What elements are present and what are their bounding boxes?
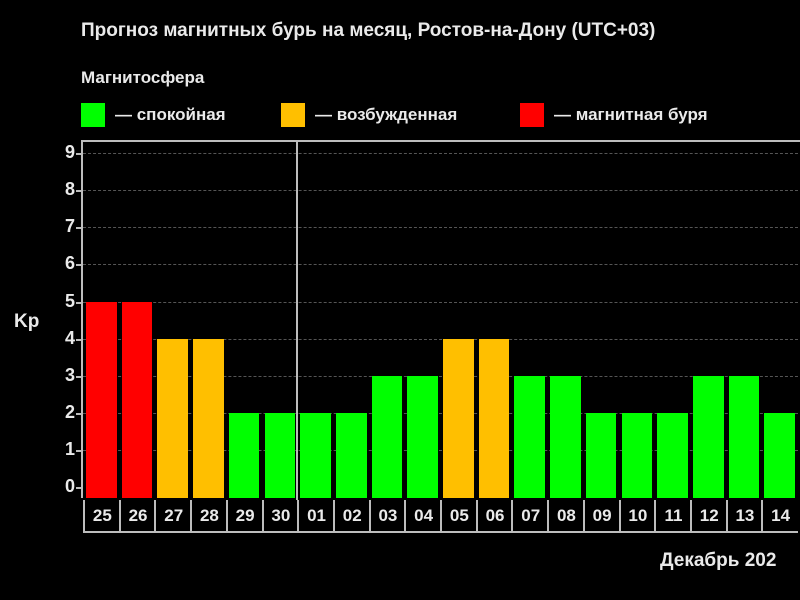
x-tick-label: 29 (225, 500, 263, 533)
x-tick-label: 28 (190, 500, 227, 533)
y-tick-label: 3 (64, 364, 75, 385)
y-tick-label: 5 (64, 290, 75, 311)
bar-12 (692, 375, 724, 498)
legend-title: Магнитосфера (81, 68, 205, 87)
bar-03 (371, 375, 403, 498)
x-tick-label: 12 (689, 500, 727, 533)
y-tick-mark (76, 412, 81, 415)
gridline (83, 375, 800, 377)
y-axis-label: Kp (14, 311, 40, 332)
x-tick-label: 05 (440, 500, 477, 533)
bar-14 (764, 412, 795, 498)
bar-26 (121, 301, 153, 498)
x-tick-label: 30 (261, 500, 299, 533)
y-tick-label: 8 (64, 179, 75, 200)
y-tick-label: 6 (64, 253, 75, 274)
x-tick-label: 04 (404, 500, 441, 533)
y-tick-mark (76, 449, 81, 452)
chart-title: Прогноз магнитных бурь на месяц, Ростов-… (81, 20, 656, 41)
gridline (83, 190, 800, 192)
gridline (83, 153, 800, 155)
x-tick-label: 08 (547, 500, 584, 533)
quiet-swatch-icon (81, 103, 105, 127)
bar-11 (657, 412, 688, 498)
bar-27 (157, 338, 189, 498)
x-tick-label: 14 (761, 500, 798, 533)
y-tick-mark (76, 190, 81, 193)
x-tick-label: 11 (654, 500, 691, 533)
y-tick-label: 1 (64, 438, 75, 459)
bar-25 (86, 301, 117, 498)
y-tick-mark (76, 301, 81, 304)
bar-09 (585, 412, 617, 498)
bar-07 (514, 375, 546, 498)
month-label: Декабрь 202 (660, 550, 777, 571)
x-tick-label: 13 (725, 500, 763, 533)
y-tick-label: 4 (64, 327, 75, 348)
y-tick-label: 0 (64, 476, 75, 496)
gridline (83, 227, 800, 229)
month-divider (296, 140, 298, 500)
bar-29 (228, 412, 260, 498)
x-tick-label: 02 (332, 500, 370, 533)
x-tick-label: 26 (118, 500, 156, 533)
legend-item-storm: — магнитная буря (520, 103, 708, 127)
x-tick-label: 25 (83, 500, 120, 533)
x-tick-label: 03 (368, 500, 406, 533)
x-tick-label: 10 (618, 500, 656, 533)
legend-label-storm: — магнитная буря (554, 105, 708, 124)
bar-01 (300, 412, 331, 498)
y-tick-mark (76, 264, 81, 267)
y-tick-mark (76, 153, 81, 156)
gridline (83, 338, 800, 340)
x-tick-label: 06 (475, 500, 513, 533)
excited-swatch-icon (281, 103, 305, 127)
gridline (83, 449, 800, 451)
bar-13 (728, 375, 760, 498)
gridline (83, 412, 800, 414)
y-tick-label: 9 (64, 142, 75, 163)
bar-30 (264, 412, 296, 498)
y-tick-label: 7 (64, 216, 75, 237)
legend-item-excited: — возбужденная (281, 103, 457, 127)
gridline (83, 301, 800, 303)
bar-02 (335, 412, 367, 498)
bar-06 (478, 338, 510, 498)
storm-swatch-icon (520, 103, 544, 127)
x-tick-label: 09 (582, 500, 620, 533)
bar-08 (550, 375, 581, 498)
x-tick-label: 07 (511, 500, 549, 533)
legend-item-quiet: — спокойная (81, 103, 226, 127)
bar-04 (407, 375, 438, 498)
bar-10 (621, 412, 653, 498)
plot-area (81, 140, 800, 498)
y-tick-mark (76, 375, 81, 378)
y-tick-label: 2 (64, 401, 75, 422)
legend-label-quiet: — спокойная (115, 105, 226, 124)
x-tick-label: 01 (297, 500, 334, 533)
y-tick-mark (76, 227, 81, 230)
y-tick-mark (76, 487, 81, 489)
x-tick-label: 27 (154, 500, 192, 533)
bar-05 (443, 338, 474, 498)
y-tick-mark (76, 338, 81, 341)
legend-label-excited: — возбужденная (315, 105, 458, 124)
bar-28 (193, 338, 224, 498)
gridline (83, 264, 800, 266)
